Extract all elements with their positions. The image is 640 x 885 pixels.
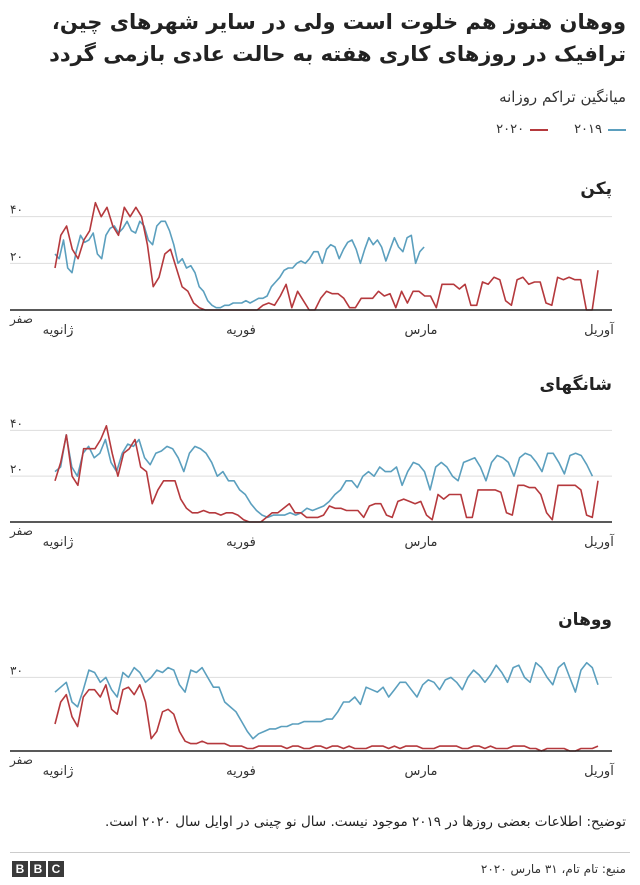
x-tick-label-beijing-2: مارس xyxy=(404,323,437,338)
panel-title-shanghai: شانگهای xyxy=(539,374,612,395)
y-tick-label-beijing-1: ۲۰ xyxy=(10,249,23,263)
legend-entry-2020: ۲۰۲۰ xyxy=(496,122,549,137)
series-line-shanghai-2020 xyxy=(54,425,599,523)
x-tick-label-shanghai-2: مارس xyxy=(404,535,437,550)
y-tick-label-shanghai-0: صفر xyxy=(9,524,33,539)
chart-title: ووهان هنوز هم خلوت است ولی در سایر شهرها… xyxy=(49,10,626,66)
legend-label-2020: ۲۰۲۰ xyxy=(496,122,525,137)
legend: ۲۰۱۹ ۲۰۲۰ xyxy=(496,122,626,137)
x-tick-label-wuhan-0: ژانویه xyxy=(43,764,74,779)
bbc-logo-block-1: B xyxy=(12,861,28,877)
y-tick-label-beijing-2: ۴۰ xyxy=(10,203,23,217)
x-tick-label-wuhan-1: فوریه xyxy=(226,764,256,779)
legend-swatch-2019 xyxy=(608,128,626,131)
legend-label-2019: ۲۰۱۹ xyxy=(574,122,602,137)
x-tick-label-wuhan-3: آوریل xyxy=(584,762,615,779)
series-line-wuhan-2020 xyxy=(54,684,599,752)
bbc-logo: B B C xyxy=(12,861,64,877)
footer-divider xyxy=(10,852,630,853)
y-tick-label-wuhan-1: ۳۰ xyxy=(10,663,23,677)
panel-title-beijing: پکن xyxy=(580,179,612,199)
series-line-beijing-2019 xyxy=(54,220,425,309)
y-tick-label-shanghai-2: ۴۰ xyxy=(10,416,23,430)
x-tick-label-wuhan-2: مارس xyxy=(404,764,437,779)
series-line-shanghai-2019 xyxy=(54,434,594,519)
y-tick-label-shanghai-1: ۲۰ xyxy=(10,462,23,476)
x-tick-label-shanghai-0: ژانویه xyxy=(43,535,74,550)
series-line-beijing-2020 xyxy=(54,201,599,311)
chart-subtitle: میانگین تراکم روزانه xyxy=(499,88,626,106)
panel-title-wuhan: ووهان xyxy=(558,610,612,630)
footnote: توضیح: اطلاعات بعضی روزها در ۲۰۱۹ موجود … xyxy=(105,814,626,830)
x-tick-label-beijing-0: ژانویه xyxy=(43,323,74,338)
legend-swatch-2020 xyxy=(530,128,549,131)
x-tick-label-shanghai-1: فوریه xyxy=(226,535,256,550)
x-tick-label-shanghai-3: آوریل xyxy=(584,533,615,550)
x-tick-label-beijing-3: آوریل xyxy=(584,321,615,338)
bbc-logo-block-2: B xyxy=(30,861,46,877)
legend-entry-2019: ۲۰۱۹ xyxy=(574,122,626,137)
source-note: منبع: تام تام، ۳۱ مارس ۲۰۲۰ xyxy=(480,862,626,876)
series-line-wuhan-2019 xyxy=(54,661,599,740)
bbc-logo-block-3: C xyxy=(48,861,64,877)
y-tick-label-wuhan-0: صفر xyxy=(9,753,33,768)
x-tick-label-beijing-1: فوریه xyxy=(226,323,256,338)
y-tick-label-beijing-0: صفر xyxy=(9,312,33,327)
